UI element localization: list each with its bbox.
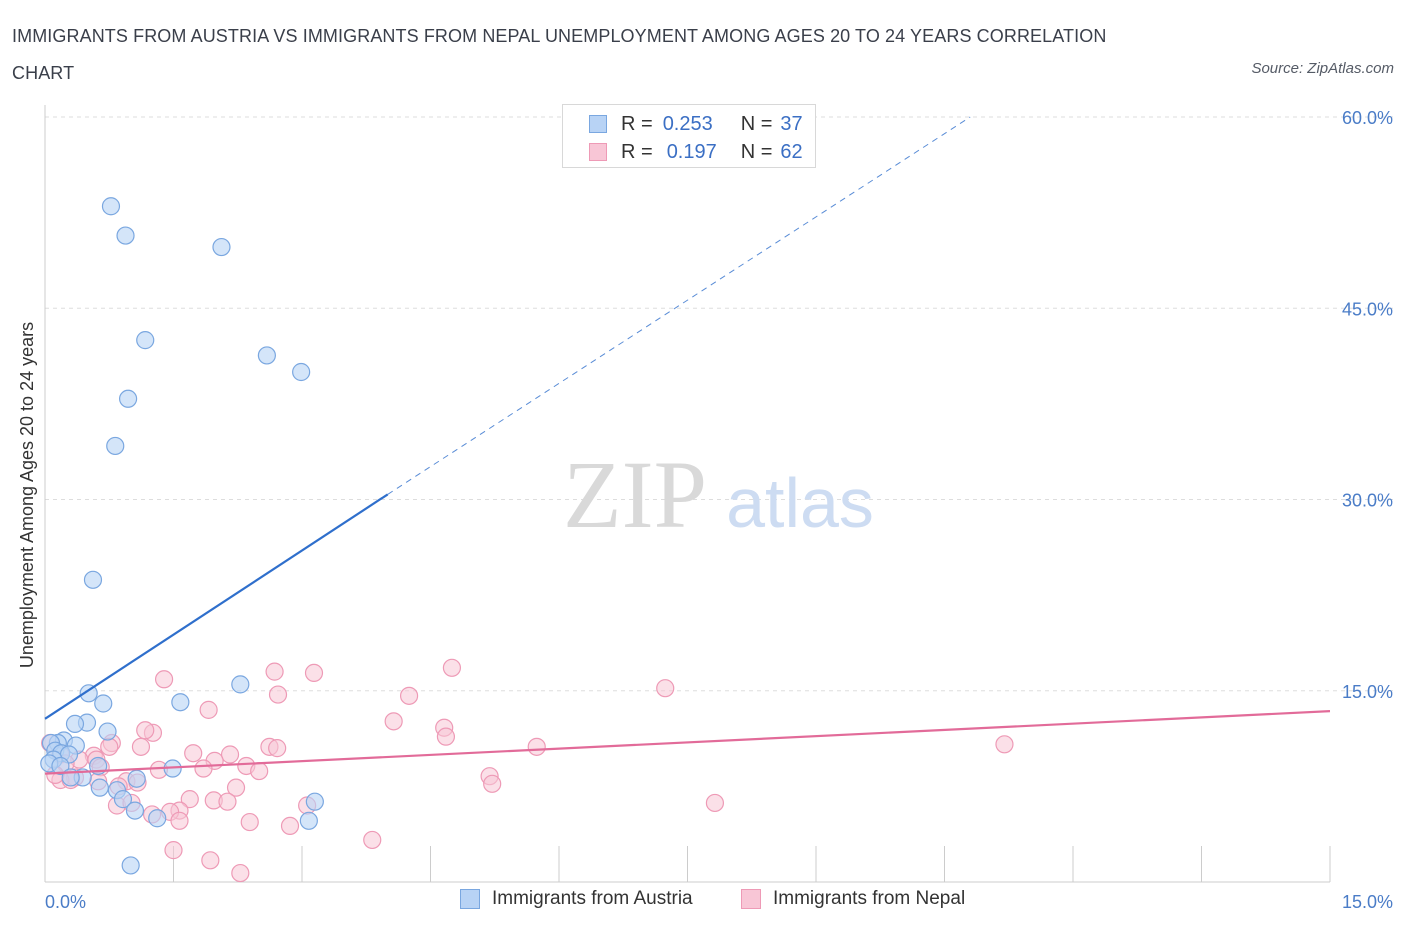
- trend-lines: [44, 116, 1331, 775]
- austria-point: [299, 811, 318, 830]
- austria-point: [257, 346, 276, 365]
- austria-point: [136, 331, 155, 350]
- austria-point: [113, 790, 133, 809]
- nepal-point: [265, 662, 284, 681]
- nepal-point: [384, 712, 403, 731]
- nepal-point: [154, 670, 174, 689]
- nepal-point: [170, 811, 189, 830]
- source-label: Source: ZipAtlas.com: [1251, 60, 1394, 77]
- x-tick-label: 0.0%: [45, 892, 86, 912]
- nepal-point: [483, 774, 502, 793]
- y-tick-label: 30.0%: [1342, 491, 1393, 511]
- austria-point: [121, 856, 140, 875]
- austria-point: [65, 714, 85, 734]
- nepal-point: [527, 737, 546, 756]
- austria-n-label: N =: [740, 112, 773, 135]
- austria-n-value: 37: [780, 112, 803, 135]
- nepal-point: [194, 759, 213, 778]
- nepal-point: [226, 778, 246, 797]
- y-tick-label: 60.0%: [1342, 108, 1393, 128]
- austria-point: [231, 675, 250, 694]
- legend-austria-label: Immigrants from Austria: [492, 888, 693, 909]
- legend-row-nepal: R = 0.197 N = 62: [563, 138, 803, 166]
- austria-point: [148, 809, 167, 828]
- stats-legend: R = 0.253 N = 37 R = 0.197 N = 62: [562, 104, 816, 168]
- nepal-point: [995, 735, 1014, 754]
- nepal-point: [436, 727, 456, 746]
- legend-nepal: Immigrants from Nepal: [741, 888, 965, 910]
- austria-point: [171, 693, 190, 712]
- nepal-point: [705, 793, 725, 813]
- legend-row-austria: R = 0.253 N = 37: [563, 110, 803, 138]
- austria-point: [116, 226, 135, 245]
- legend-nepal-label: Immigrants from Nepal: [773, 888, 966, 909]
- austria-trendline: [44, 493, 389, 720]
- tick-labels: 15.0% 30.0% 45.0% 60.0% 0.0% 15.0%: [45, 108, 1393, 912]
- nepal-n-value: 62: [780, 140, 803, 163]
- nepal-point: [268, 739, 287, 758]
- nepal-point: [442, 658, 462, 677]
- nepal-point: [304, 663, 324, 683]
- austria-r-value: 0.253: [662, 112, 713, 135]
- nepal-point: [218, 792, 237, 811]
- austria-point: [292, 362, 311, 382]
- austria-r-label: R =: [621, 112, 653, 135]
- legend-nepal-swatch: [741, 889, 761, 909]
- austria-point: [118, 389, 138, 408]
- x-tick-label: 15.0%: [1342, 892, 1393, 912]
- nepal-point: [199, 700, 218, 719]
- austria-trendline-extension: [387, 116, 971, 495]
- austria-point: [125, 801, 145, 820]
- nepal-point: [280, 816, 300, 836]
- austria-point: [98, 722, 117, 741]
- grid-lines: [45, 116, 1395, 692]
- watermark-atlas: atlas: [726, 464, 874, 542]
- austria-swatch: [589, 115, 607, 133]
- nepal-point: [184, 744, 203, 763]
- nepal-points: [41, 658, 1014, 883]
- austria-point: [94, 694, 113, 713]
- austria-point: [305, 792, 324, 811]
- series-legend: Immigrants from Austria Immigrants from …: [0, 888, 1406, 916]
- legend-austria-swatch: [460, 889, 480, 909]
- nepal-point: [136, 721, 155, 740]
- austria-point: [106, 436, 125, 456]
- nepal-point: [268, 685, 288, 704]
- nepal-swatch: [589, 143, 607, 161]
- nepal-point: [100, 737, 119, 756]
- austria-point: [90, 778, 109, 797]
- y-tick-label: 15.0%: [1342, 682, 1393, 702]
- nepal-point: [164, 841, 183, 860]
- nepal-n-label: N =: [740, 140, 773, 163]
- nepal-point: [201, 851, 220, 870]
- nepal-point: [656, 679, 675, 698]
- nepal-point: [399, 686, 419, 705]
- austria-point: [101, 197, 121, 216]
- nepal-point: [231, 863, 250, 883]
- watermark-zip: ZIP: [563, 441, 707, 548]
- nepal-point: [180, 790, 199, 809]
- nepal-point: [220, 745, 240, 764]
- austria-point: [51, 756, 70, 776]
- nepal-r-value: 0.197: [666, 140, 717, 163]
- nepal-point: [363, 830, 382, 850]
- nepal-point: [240, 812, 259, 832]
- nepal-trendline: [44, 710, 1331, 775]
- legend-austria: Immigrants from Austria: [460, 888, 693, 910]
- y-tick-label: 45.0%: [1342, 299, 1393, 319]
- y-axis-label: Unemployment Among Ages 20 to 24 years: [17, 322, 37, 668]
- nepal-r-label: R =: [621, 140, 653, 163]
- austria-point: [127, 769, 146, 788]
- austria-point: [83, 570, 103, 589]
- chart-title: IMMIGRANTS FROM AUSTRIA VS IMMIGRANTS FR…: [12, 26, 1107, 83]
- nepal-point: [131, 737, 151, 756]
- nepal-point: [250, 761, 269, 781]
- austria-point: [212, 237, 231, 257]
- austria-point: [79, 684, 98, 703]
